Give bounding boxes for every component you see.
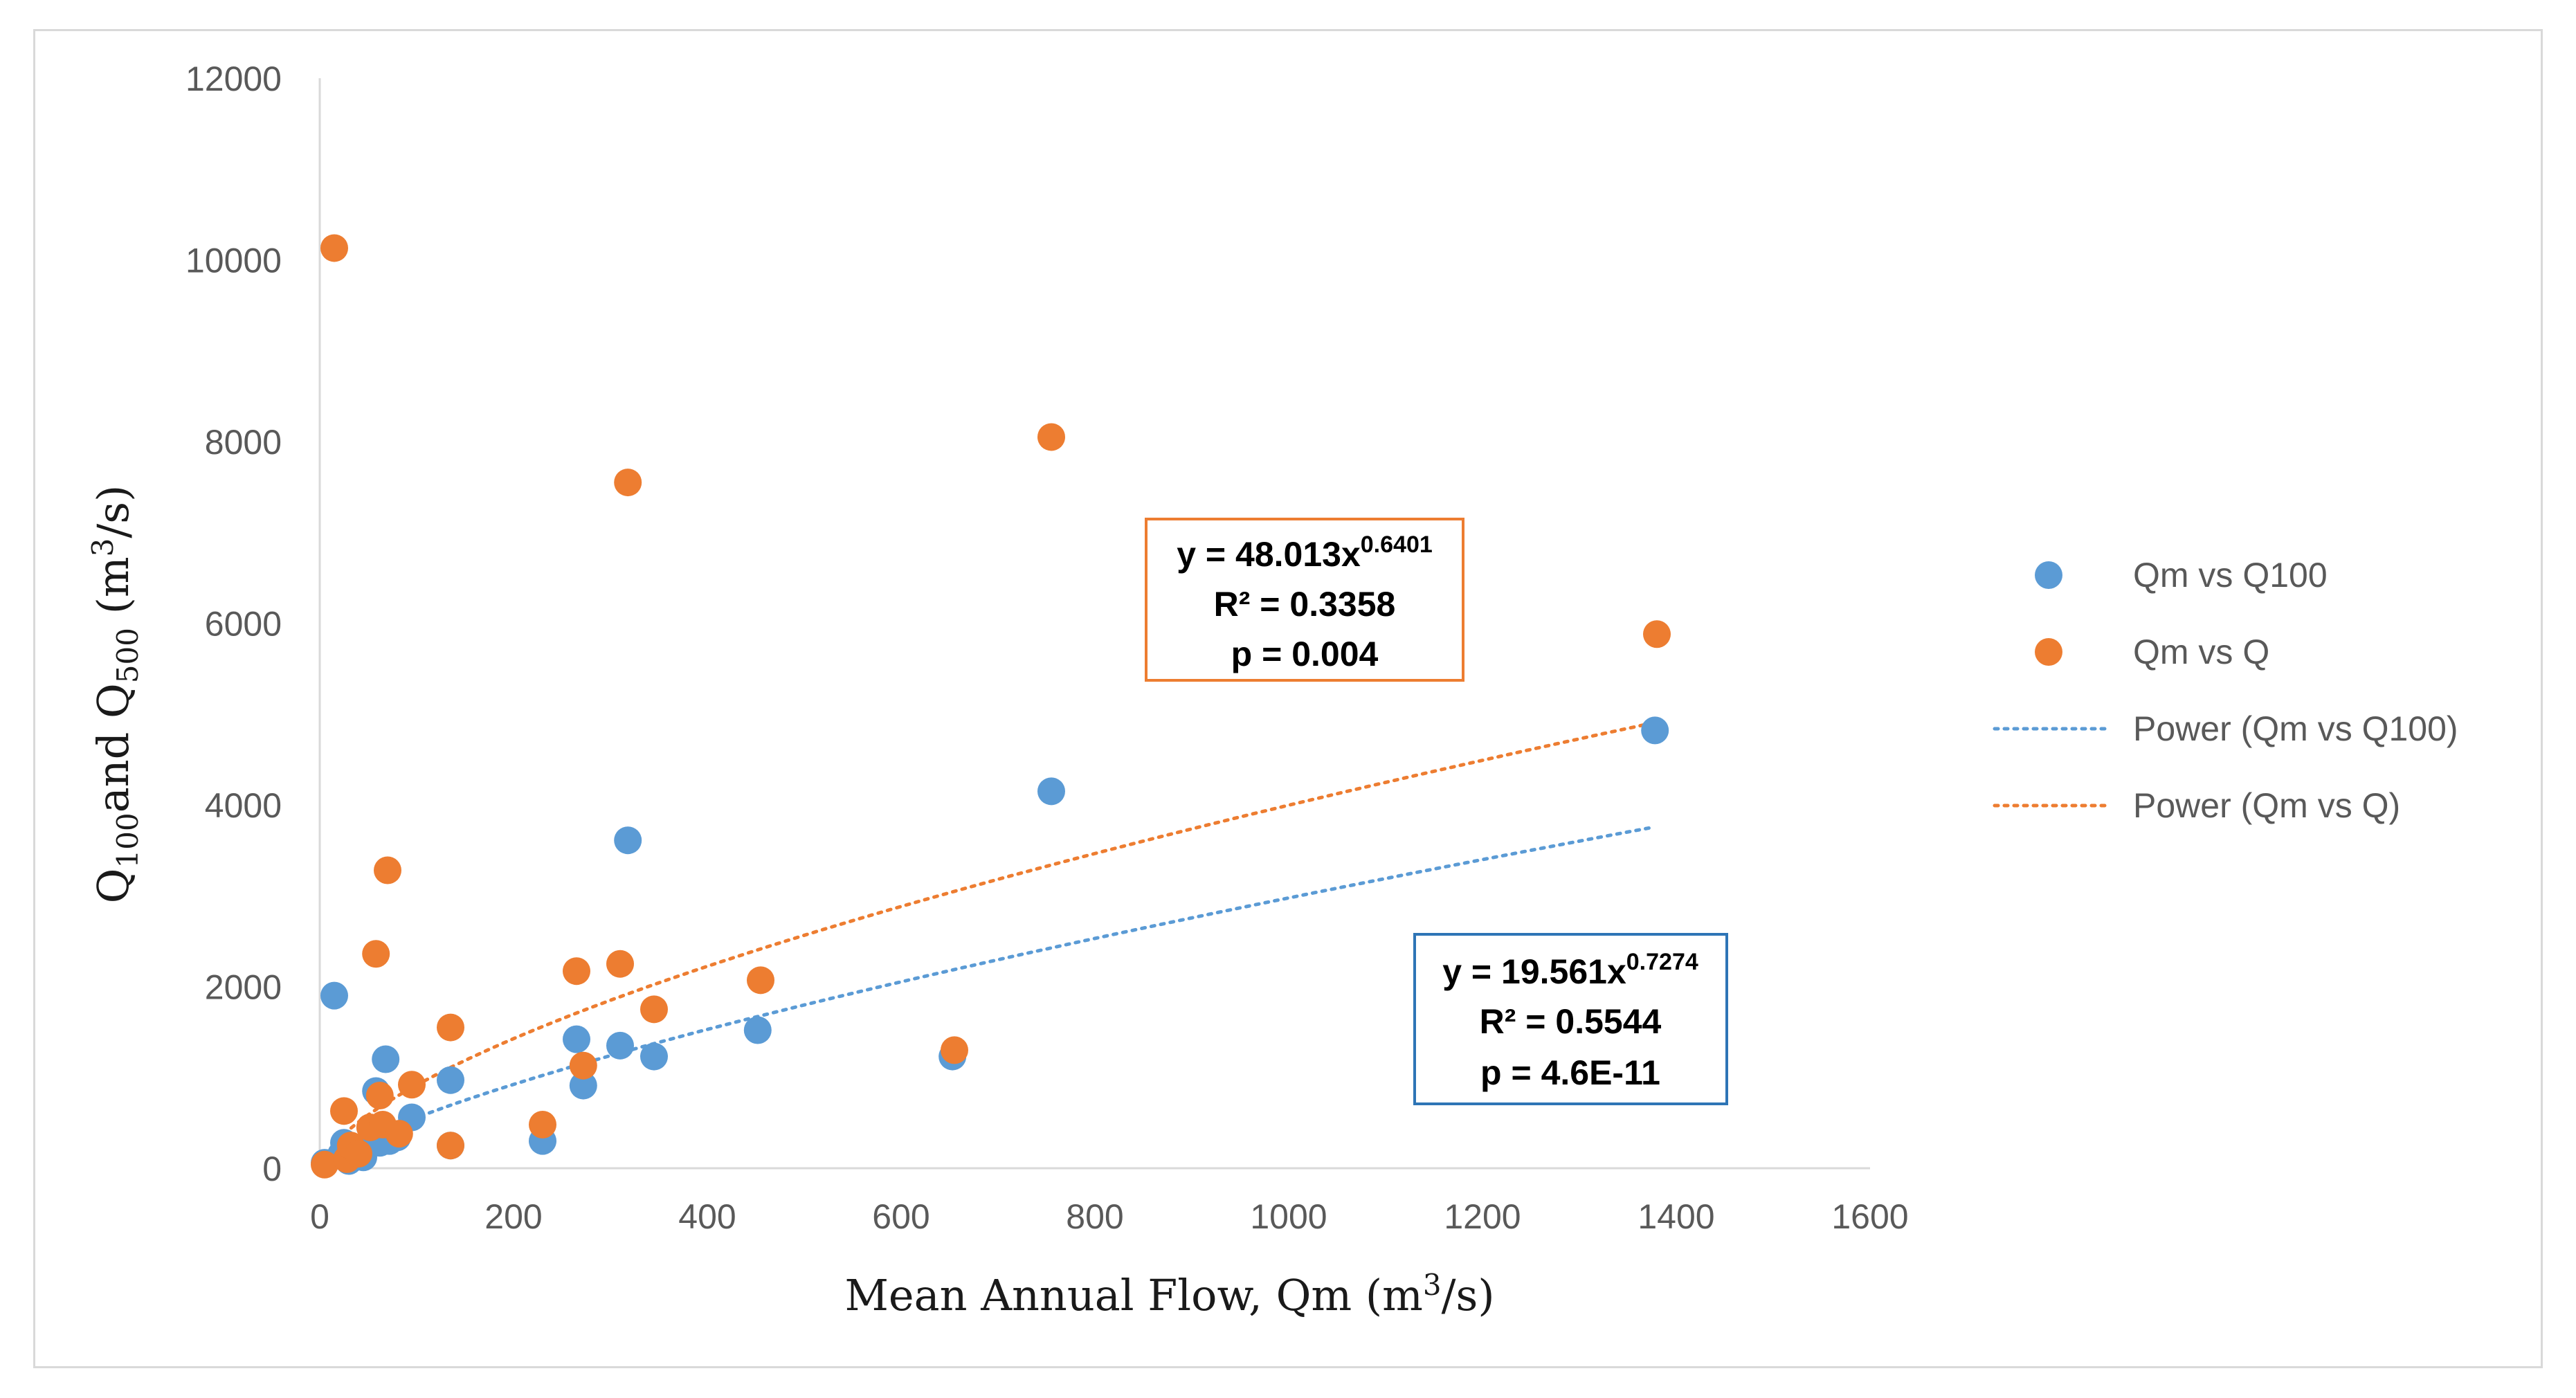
q500-equation-prefix: y = 48.013x [1177, 535, 1361, 574]
y-tick-label: 0 [262, 1150, 282, 1188]
q100-point [437, 1066, 464, 1094]
q100-point [614, 826, 642, 855]
q100-equation-box: y = 19.561x0.7274 R² = 0.5544 p = 4.6E-1… [1413, 933, 1728, 1105]
x-tick-label: 0 [310, 1197, 329, 1236]
q500-point [365, 1082, 394, 1109]
y-tick-label: 12000 [185, 60, 282, 98]
q500-equation-exponent: 0.6401 [1361, 532, 1433, 558]
x-tick-label: 1000 [1250, 1197, 1327, 1236]
y-tick-label: 6000 [205, 605, 282, 644]
q100-point [320, 981, 348, 1010]
q500-point [362, 940, 390, 968]
q100-point [606, 1031, 634, 1060]
q100-point [640, 1042, 668, 1071]
q100-equation-formula: y = 19.561x0.7274 [1442, 949, 1698, 991]
q500-point [437, 1132, 464, 1160]
q500-point [563, 957, 590, 986]
x-axis-title: Mean Annual Flow, Qm (m3/s) [844, 1268, 1494, 1320]
q500-point [529, 1111, 556, 1138]
y-tick-label: 2000 [205, 968, 282, 1007]
axes [318, 78, 1870, 1170]
y-tick-labels: 0 2000 4000 6000 8000 10000 12000 [185, 60, 282, 1188]
q500-point [311, 1150, 338, 1179]
legend-label-power-qm-vs-q100: Power (Qm vs Q100) [2133, 709, 2458, 748]
q100-point [743, 1016, 772, 1044]
y-axis-title-q: Q [88, 868, 138, 903]
q500-point [747, 966, 774, 995]
q500-point [345, 1140, 372, 1168]
data-points [311, 234, 1671, 1179]
trendlines [323, 720, 1657, 1165]
y-axis-title-sub1: 100 [111, 813, 145, 868]
legend-marker-qm-vs-q [2035, 638, 2062, 666]
x-axis-title-main: Mean Annual Flow, Qm (m [844, 1270, 1422, 1320]
x-tick-label: 1600 [1831, 1197, 1908, 1236]
q500-equation-formula: y = 48.013x0.6401 [1177, 532, 1433, 574]
x-axis-title-unit: /s) [1442, 1270, 1495, 1320]
x-tick-label: 800 [1066, 1197, 1123, 1236]
q500-point [398, 1071, 426, 1099]
q500-point [941, 1036, 968, 1064]
q500-point [1643, 620, 1671, 648]
q500-equation-box: y = 48.013x0.6401 R² = 0.3358 p = 0.004 [1145, 518, 1464, 682]
q100-point [569, 1071, 597, 1100]
q500-point [385, 1120, 413, 1148]
q500-point [606, 950, 634, 978]
y-tick-label: 10000 [185, 242, 282, 280]
q100-equation-border [1413, 933, 1728, 1105]
q500-point [640, 995, 668, 1024]
legend-label-qm-vs-q: Qm vs Q [2133, 633, 2269, 671]
legend-label-qm-vs-q100: Qm vs Q100 [2133, 556, 2328, 594]
q500-point [614, 469, 642, 497]
q100-equation-r2: R² = 0.5544 [1480, 1002, 1662, 1041]
x-axis-title-sup: 3 [1423, 1268, 1442, 1302]
q100-equation-exponent: 0.7274 [1626, 949, 1698, 975]
q100-point [563, 1025, 590, 1053]
q500-equation-p: p = 0.004 [1231, 635, 1379, 673]
legend: Qm vs Q100 Qm vs Q Power (Qm vs Q100) Power… [1993, 556, 2458, 825]
q500-equation-r2: R² = 0.3358 [1214, 585, 1396, 624]
y-tick-label: 4000 [205, 786, 282, 825]
y-axis-title: Q100and Q500 (m3/s) [86, 485, 145, 904]
q100-equation-prefix: y = 19.561x [1442, 952, 1626, 991]
trendline-power-qm-vs-q100 [323, 825, 1657, 1165]
q500-point [320, 234, 348, 262]
q500-point [569, 1051, 597, 1080]
q100-equation-p: p = 4.6E-11 [1480, 1053, 1660, 1092]
y-axis-title-sub2: 500 [111, 628, 145, 683]
y-tick-label: 8000 [205, 423, 282, 462]
y-axis-title-unit-post: /s) [88, 485, 138, 538]
trendline-power-qm-vs-q [323, 720, 1657, 1158]
q500-equation-border [1145, 518, 1464, 682]
y-axis-title-mid: and Q [88, 683, 138, 813]
x-tick-label: 400 [678, 1197, 736, 1236]
legend-marker-qm-vs-q100 [2035, 561, 2062, 589]
q100-point [1641, 716, 1669, 745]
y-axis-title-unit-pre: (m [88, 556, 138, 628]
x-tick-labels: 0 200 400 600 800 1000 1200 1400 1600 [310, 1197, 1909, 1236]
q500-point [437, 1013, 464, 1042]
x-tick-label: 1400 [1638, 1197, 1714, 1236]
q500-point [1037, 423, 1065, 451]
q500-point [330, 1097, 358, 1125]
x-tick-label: 600 [872, 1197, 929, 1236]
x-tick-label: 200 [484, 1197, 542, 1236]
q100-point [1037, 777, 1065, 806]
q500-point [374, 856, 401, 884]
q100-point [372, 1045, 400, 1073]
x-tick-label: 1200 [1444, 1197, 1521, 1236]
legend-label-power-qm-vs-q: Power (Qm vs Q) [2133, 786, 2400, 825]
y-axis-title-sup: 3 [86, 538, 120, 557]
